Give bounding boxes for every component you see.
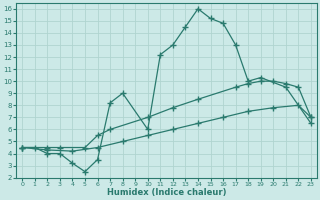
X-axis label: Humidex (Indice chaleur): Humidex (Indice chaleur) (107, 188, 226, 197)
